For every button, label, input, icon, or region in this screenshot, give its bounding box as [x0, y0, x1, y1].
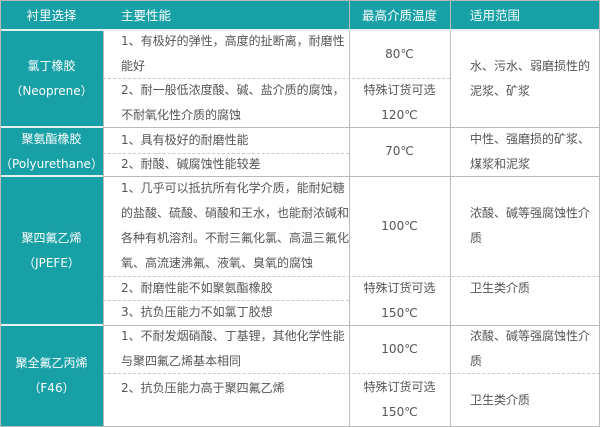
- property-cell: 2、耐酸、碱腐蚀性能较差: [121, 157, 261, 171]
- temp-value: 150℃: [381, 305, 418, 320]
- dashed-divider: [103, 276, 600, 277]
- temp-cell: 特殊订货可选 150℃: [349, 276, 450, 325]
- property-cell: 1、具有极好的耐磨性能: [121, 132, 249, 147]
- property-cell: 3、抗负压能力不如氯丁胶想: [121, 305, 273, 319]
- row-divider: [0, 126, 103, 128]
- property-cell: 1、不耐发烟硝酸、丁基锂，其他化学性能与聚四氟乙烯基本相同: [121, 329, 345, 368]
- temp-cell: 特殊订货可选 120℃: [349, 78, 450, 127]
- temp-cell: 特殊订货可选 150℃: [349, 373, 450, 427]
- lining-name-en: （F46）: [28, 381, 75, 395]
- column-divider: [349, 0, 350, 427]
- lining-name: 聚氨酯橡胶: [21, 131, 82, 146]
- lining-polyurethane: 聚氨酯橡胶 （Polyurethane）: [0, 127, 103, 176]
- row-divider: [103, 127, 600, 128]
- row-divider: [0, 324, 103, 326]
- temp-note: 特殊订货可选: [363, 82, 436, 97]
- header-properties: 主要性能: [103, 0, 349, 30]
- header-scope: 适用范围: [450, 0, 600, 30]
- scope-cell: 浓酸、碱等强腐蚀性介质: [470, 329, 591, 368]
- header-lining: 衬里选择: [0, 0, 103, 30]
- temp-value: 150℃: [381, 405, 418, 419]
- property-cell: 2、耐一般低浓度酸、碱、盐介质的腐蚀，不耐氧化性介质的腐蚀: [121, 82, 345, 122]
- lining-name: 聚全氟乙丙烯: [15, 356, 88, 370]
- header-max-temp: 最高介质温度: [349, 0, 450, 30]
- lining-ptfe: 聚四氟乙烯 （JPEFE）: [0, 176, 103, 325]
- row-divider: [0, 175, 103, 177]
- temp-note: 特殊订货可选: [363, 280, 436, 295]
- scope-cell: 卫生类介质: [470, 392, 531, 407]
- scope-cell: 卫生类介质: [470, 281, 531, 295]
- property-cell: 1、有极好的弹性，高度的扯断离，耐磨性能好: [121, 34, 345, 73]
- row-divider: [103, 325, 600, 326]
- property-cell: 1、几乎可以抵抗所有化学介质，能耐妃糖的盐酸、硫酸、硝酸和王水，也能耐浓碱和各种…: [121, 181, 350, 270]
- temp-cell: 100℃: [381, 341, 418, 356]
- row-divider: [103, 176, 600, 177]
- lining-f46: 聚全氟乙丙烯 （F46）: [0, 325, 103, 427]
- dashed-divider: [103, 300, 349, 301]
- property-cell: 2、耐磨性能不如聚氨酯橡胶: [121, 280, 273, 295]
- temp-cell: 80℃: [385, 46, 414, 61]
- dashed-divider: [103, 373, 600, 374]
- lining-name: 聚四氟乙烯: [21, 230, 82, 245]
- lining-name: 氯丁橡胶: [27, 58, 76, 73]
- temp-value: 120℃: [381, 107, 418, 122]
- property-cell: 2、抗负压能力高于聚四氟乙烯: [121, 381, 285, 395]
- lining-name-en: （JPEFE）: [23, 255, 80, 270]
- temp-cell: 100℃: [381, 218, 418, 233]
- column-divider: [103, 30, 104, 427]
- temp-cell: 70℃: [385, 144, 414, 158]
- lining-name-en: （Polyurethane）: [0, 156, 103, 171]
- scope-cell: 浓酸、碱等强腐蚀性介质: [470, 206, 591, 245]
- scope-cell: 中性、强磨损的矿浆、煤浆和泥浆: [470, 131, 591, 171]
- scope-cell: 水、污水、弱磨损性的泥浆、矿浆: [470, 58, 591, 98]
- lining-name-en: （Neoprene）: [10, 83, 93, 98]
- column-divider: [450, 0, 451, 427]
- dashed-divider: [103, 78, 450, 79]
- temp-note: 特殊订货可选: [363, 380, 436, 394]
- header-divider: [0, 29, 600, 31]
- dashed-divider: [103, 153, 349, 154]
- lining-neoprene: 氯丁橡胶 （Neoprene）: [0, 30, 103, 127]
